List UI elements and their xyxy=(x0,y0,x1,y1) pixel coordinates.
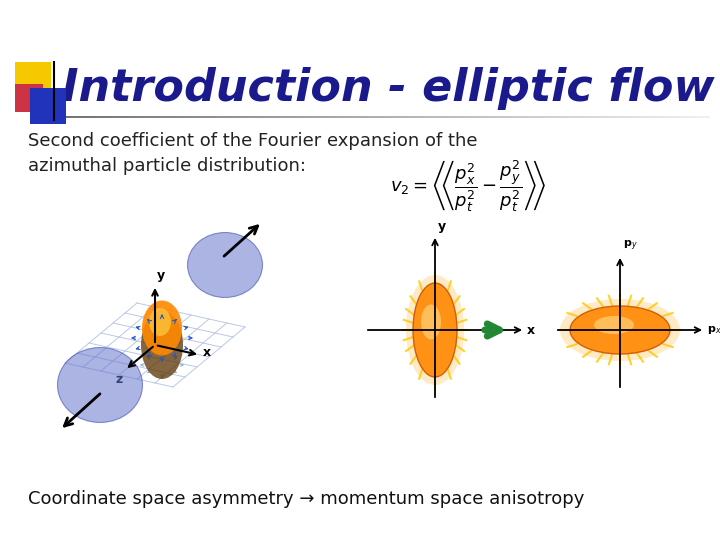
Text: $v_2 = \left\langle\!\!\left\langle \dfrac{p_x^2}{p_t^2} - \dfrac{p_y^2}{p_t^2} : $v_2 = \left\langle\!\!\left\langle \dfr… xyxy=(390,158,546,213)
Text: Introduction - elliptic flow: Introduction - elliptic flow xyxy=(62,67,715,110)
Ellipse shape xyxy=(570,306,670,354)
FancyBboxPatch shape xyxy=(30,88,66,124)
FancyBboxPatch shape xyxy=(15,78,41,104)
Text: Coordinate space asymmetry → momentum space anisotropy: Coordinate space asymmetry → momentum sp… xyxy=(28,490,585,508)
Ellipse shape xyxy=(58,348,143,422)
Text: Second coefficient of the Fourier expansion of the
azimuthal particle distributi: Second coefficient of the Fourier expans… xyxy=(28,132,477,175)
Text: p$_y$: p$_y$ xyxy=(623,239,638,253)
Ellipse shape xyxy=(406,275,464,385)
Text: z: z xyxy=(115,373,122,386)
Ellipse shape xyxy=(149,308,171,336)
Ellipse shape xyxy=(421,305,441,340)
Text: y: y xyxy=(438,220,446,233)
Text: x: x xyxy=(203,347,211,360)
Ellipse shape xyxy=(413,283,457,377)
Ellipse shape xyxy=(141,311,183,379)
Ellipse shape xyxy=(594,316,634,334)
FancyBboxPatch shape xyxy=(15,84,43,112)
FancyBboxPatch shape xyxy=(15,62,51,98)
Ellipse shape xyxy=(142,300,182,355)
Ellipse shape xyxy=(560,299,680,361)
Ellipse shape xyxy=(187,233,263,298)
Text: y: y xyxy=(157,269,165,282)
Text: x: x xyxy=(527,323,535,336)
Text: p$_x$: p$_x$ xyxy=(707,324,720,336)
